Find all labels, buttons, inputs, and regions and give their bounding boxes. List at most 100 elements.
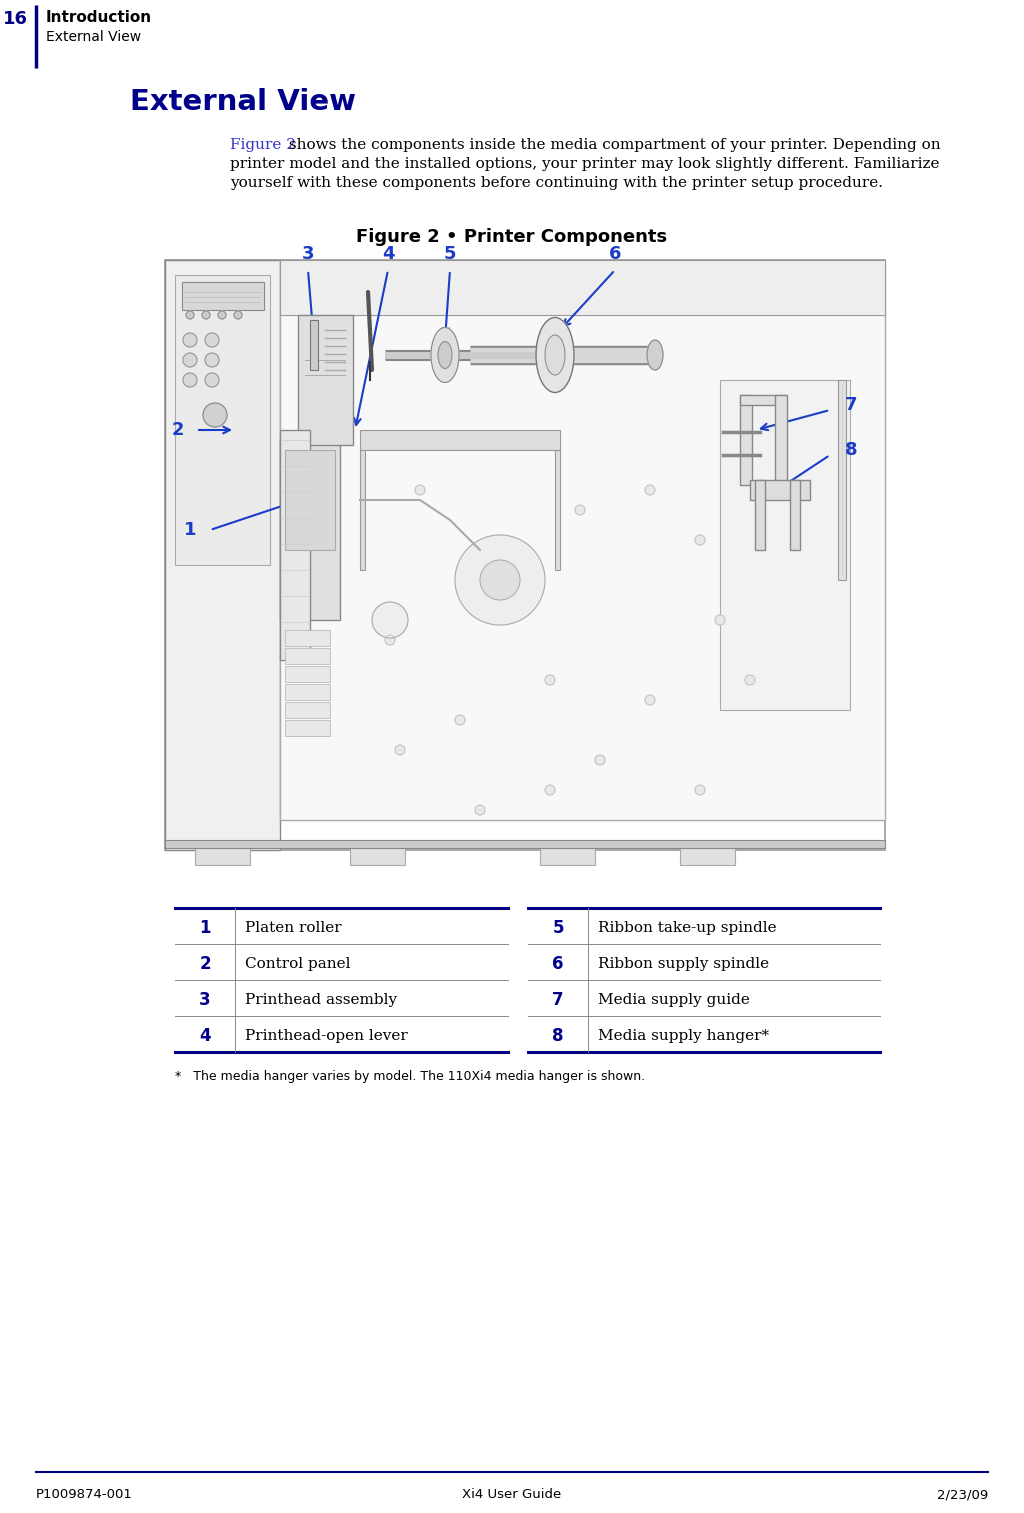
Bar [195,844,250,865]
Text: printer model and the installed options, your printer may look slightly differen: printer model and the installed options,… [230,157,939,171]
Circle shape [205,333,219,346]
Bar [285,629,330,646]
Bar [720,380,850,710]
Bar [360,430,560,449]
Bar [740,395,785,405]
Circle shape [385,635,395,645]
Circle shape [575,505,585,514]
Bar [280,260,885,315]
Bar [165,260,885,850]
Bar [182,281,264,310]
Bar [360,449,365,570]
Circle shape [695,536,705,545]
Text: Xi4 User Guide: Xi4 User Guide [463,1487,561,1501]
Bar [280,260,885,820]
Bar [755,480,765,551]
Circle shape [395,744,406,755]
Text: 3: 3 [302,245,314,263]
Bar [540,844,595,865]
Circle shape [645,486,655,495]
Text: 8: 8 [845,440,858,458]
Text: 6: 6 [552,955,564,973]
Circle shape [595,755,605,766]
Circle shape [480,560,520,601]
Bar [310,321,318,371]
Circle shape [183,374,197,387]
Circle shape [186,312,194,319]
Bar [165,260,280,850]
Circle shape [695,785,705,794]
Text: Printhead-open lever: Printhead-open lever [245,1029,408,1042]
Circle shape [203,402,227,427]
Circle shape [183,333,197,346]
Text: Media supply hanger*: Media supply hanger* [598,1029,769,1042]
Circle shape [202,312,210,319]
Text: Media supply guide: Media supply guide [598,993,750,1006]
Bar [775,395,787,486]
Bar [285,666,330,682]
Ellipse shape [438,342,452,369]
Circle shape [372,602,408,638]
Bar [750,480,810,499]
Text: 5: 5 [552,918,564,937]
Text: 2: 2 [171,421,184,439]
Text: Figure 2 • Printer Components: Figure 2 • Printer Components [356,228,668,247]
Bar [175,275,270,564]
Bar [298,315,353,445]
Text: shows the components inside the media compartment of your printer. Depending on: shows the components inside the media co… [284,138,941,151]
Text: Platen roller: Platen roller [245,921,342,935]
Text: 4: 4 [200,1027,211,1045]
Text: yourself with these components before continuing with the printer setup procedur: yourself with these components before co… [230,176,883,191]
Circle shape [545,675,555,685]
Text: *   The media hanger varies by model. The 110Xi4 media hanger is shown.: * The media hanger varies by model. The … [175,1070,645,1083]
Text: 2: 2 [200,955,211,973]
Text: Ribbon take-up spindle: Ribbon take-up spindle [598,921,776,935]
Bar [350,844,406,865]
Circle shape [745,675,755,685]
Text: 5: 5 [443,245,457,263]
Bar [280,440,340,620]
Bar [165,840,885,847]
Circle shape [183,353,197,368]
Bar [838,380,846,579]
Bar [740,395,752,486]
Circle shape [205,374,219,387]
Text: Control panel: Control panel [245,956,350,971]
Circle shape [455,716,465,725]
Text: 7: 7 [552,991,564,1009]
Text: 6: 6 [608,245,622,263]
Text: 1: 1 [200,918,211,937]
Circle shape [715,614,725,625]
Text: External View: External View [46,30,141,44]
Text: Figure 2: Figure 2 [230,138,296,151]
Bar [680,844,735,865]
Ellipse shape [536,318,574,392]
Bar [280,430,310,660]
Text: External View: External View [130,88,356,117]
Circle shape [455,536,545,625]
Ellipse shape [647,340,663,371]
Circle shape [645,694,655,705]
Text: 2/23/09: 2/23/09 [937,1487,988,1501]
Bar [285,648,330,664]
Ellipse shape [545,334,565,375]
Text: Printhead assembly: Printhead assembly [245,993,397,1006]
Text: Ribbon supply spindle: Ribbon supply spindle [598,956,769,971]
Text: 4: 4 [382,245,394,263]
Bar [285,449,335,551]
Ellipse shape [431,327,459,383]
Circle shape [205,353,219,368]
Text: 3: 3 [200,991,211,1009]
Circle shape [475,805,485,816]
Text: P1009874-001: P1009874-001 [36,1487,133,1501]
Text: 7: 7 [845,396,857,415]
Text: Introduction: Introduction [46,11,153,26]
Bar [555,449,560,570]
Bar [285,702,330,719]
Circle shape [234,312,242,319]
Circle shape [218,312,226,319]
Text: 1: 1 [183,520,196,539]
Bar [790,480,800,551]
Circle shape [415,486,425,495]
Text: 16: 16 [3,11,28,29]
